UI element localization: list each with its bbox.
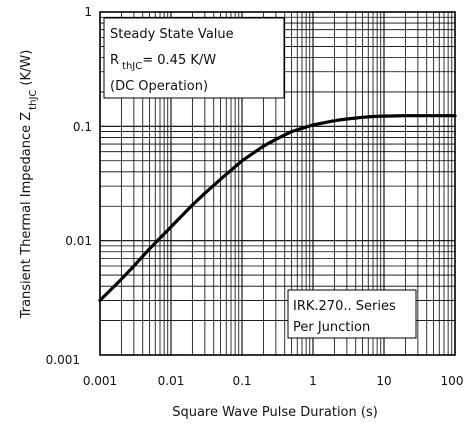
x-tick-label: 0.1 (232, 374, 251, 388)
impedance-curve (98, 114, 457, 302)
y-tick-label: 0.001 (46, 353, 80, 367)
y-axis-label-subscript: thJC (28, 90, 39, 110)
y-axis-label-main: Transient Thermal Impedance Z (19, 112, 34, 320)
y-tick-label: 0.01 (65, 234, 92, 248)
steady-state-r-symbol: R (110, 53, 119, 68)
series-note-line2: Per Junction (293, 320, 370, 335)
steady-state-note: (DC Operation) (110, 79, 208, 94)
series-note-line1: IRK.270.. Series (293, 299, 396, 314)
plot-frame (99, 11, 456, 356)
x-tick-label: 100 (441, 374, 464, 388)
y-axis-label-unit: (K/W) (19, 50, 34, 86)
x-tick-label: 0.01 (158, 374, 185, 388)
y-tick-label: 0.1 (73, 120, 92, 134)
y-tick-label: 1 (84, 5, 92, 19)
y-axis-label: Transient Thermal Impedance Z thJC (K/W) (19, 50, 39, 320)
x-tick-label: 0.001 (83, 374, 117, 388)
x-tick-label: 1 (309, 374, 317, 388)
steady-state-title: Steady State Value (110, 27, 234, 42)
steady-state-box (103, 17, 285, 99)
steady-state-r-subscript: thJC (122, 61, 142, 72)
x-tick-label: 10 (376, 374, 391, 388)
x-axis-label: Square Wave Pulse Duration (s) (172, 405, 378, 420)
steady-state-r-value: = 0.45 K/W (142, 53, 216, 68)
series-note-box (287, 289, 417, 339)
